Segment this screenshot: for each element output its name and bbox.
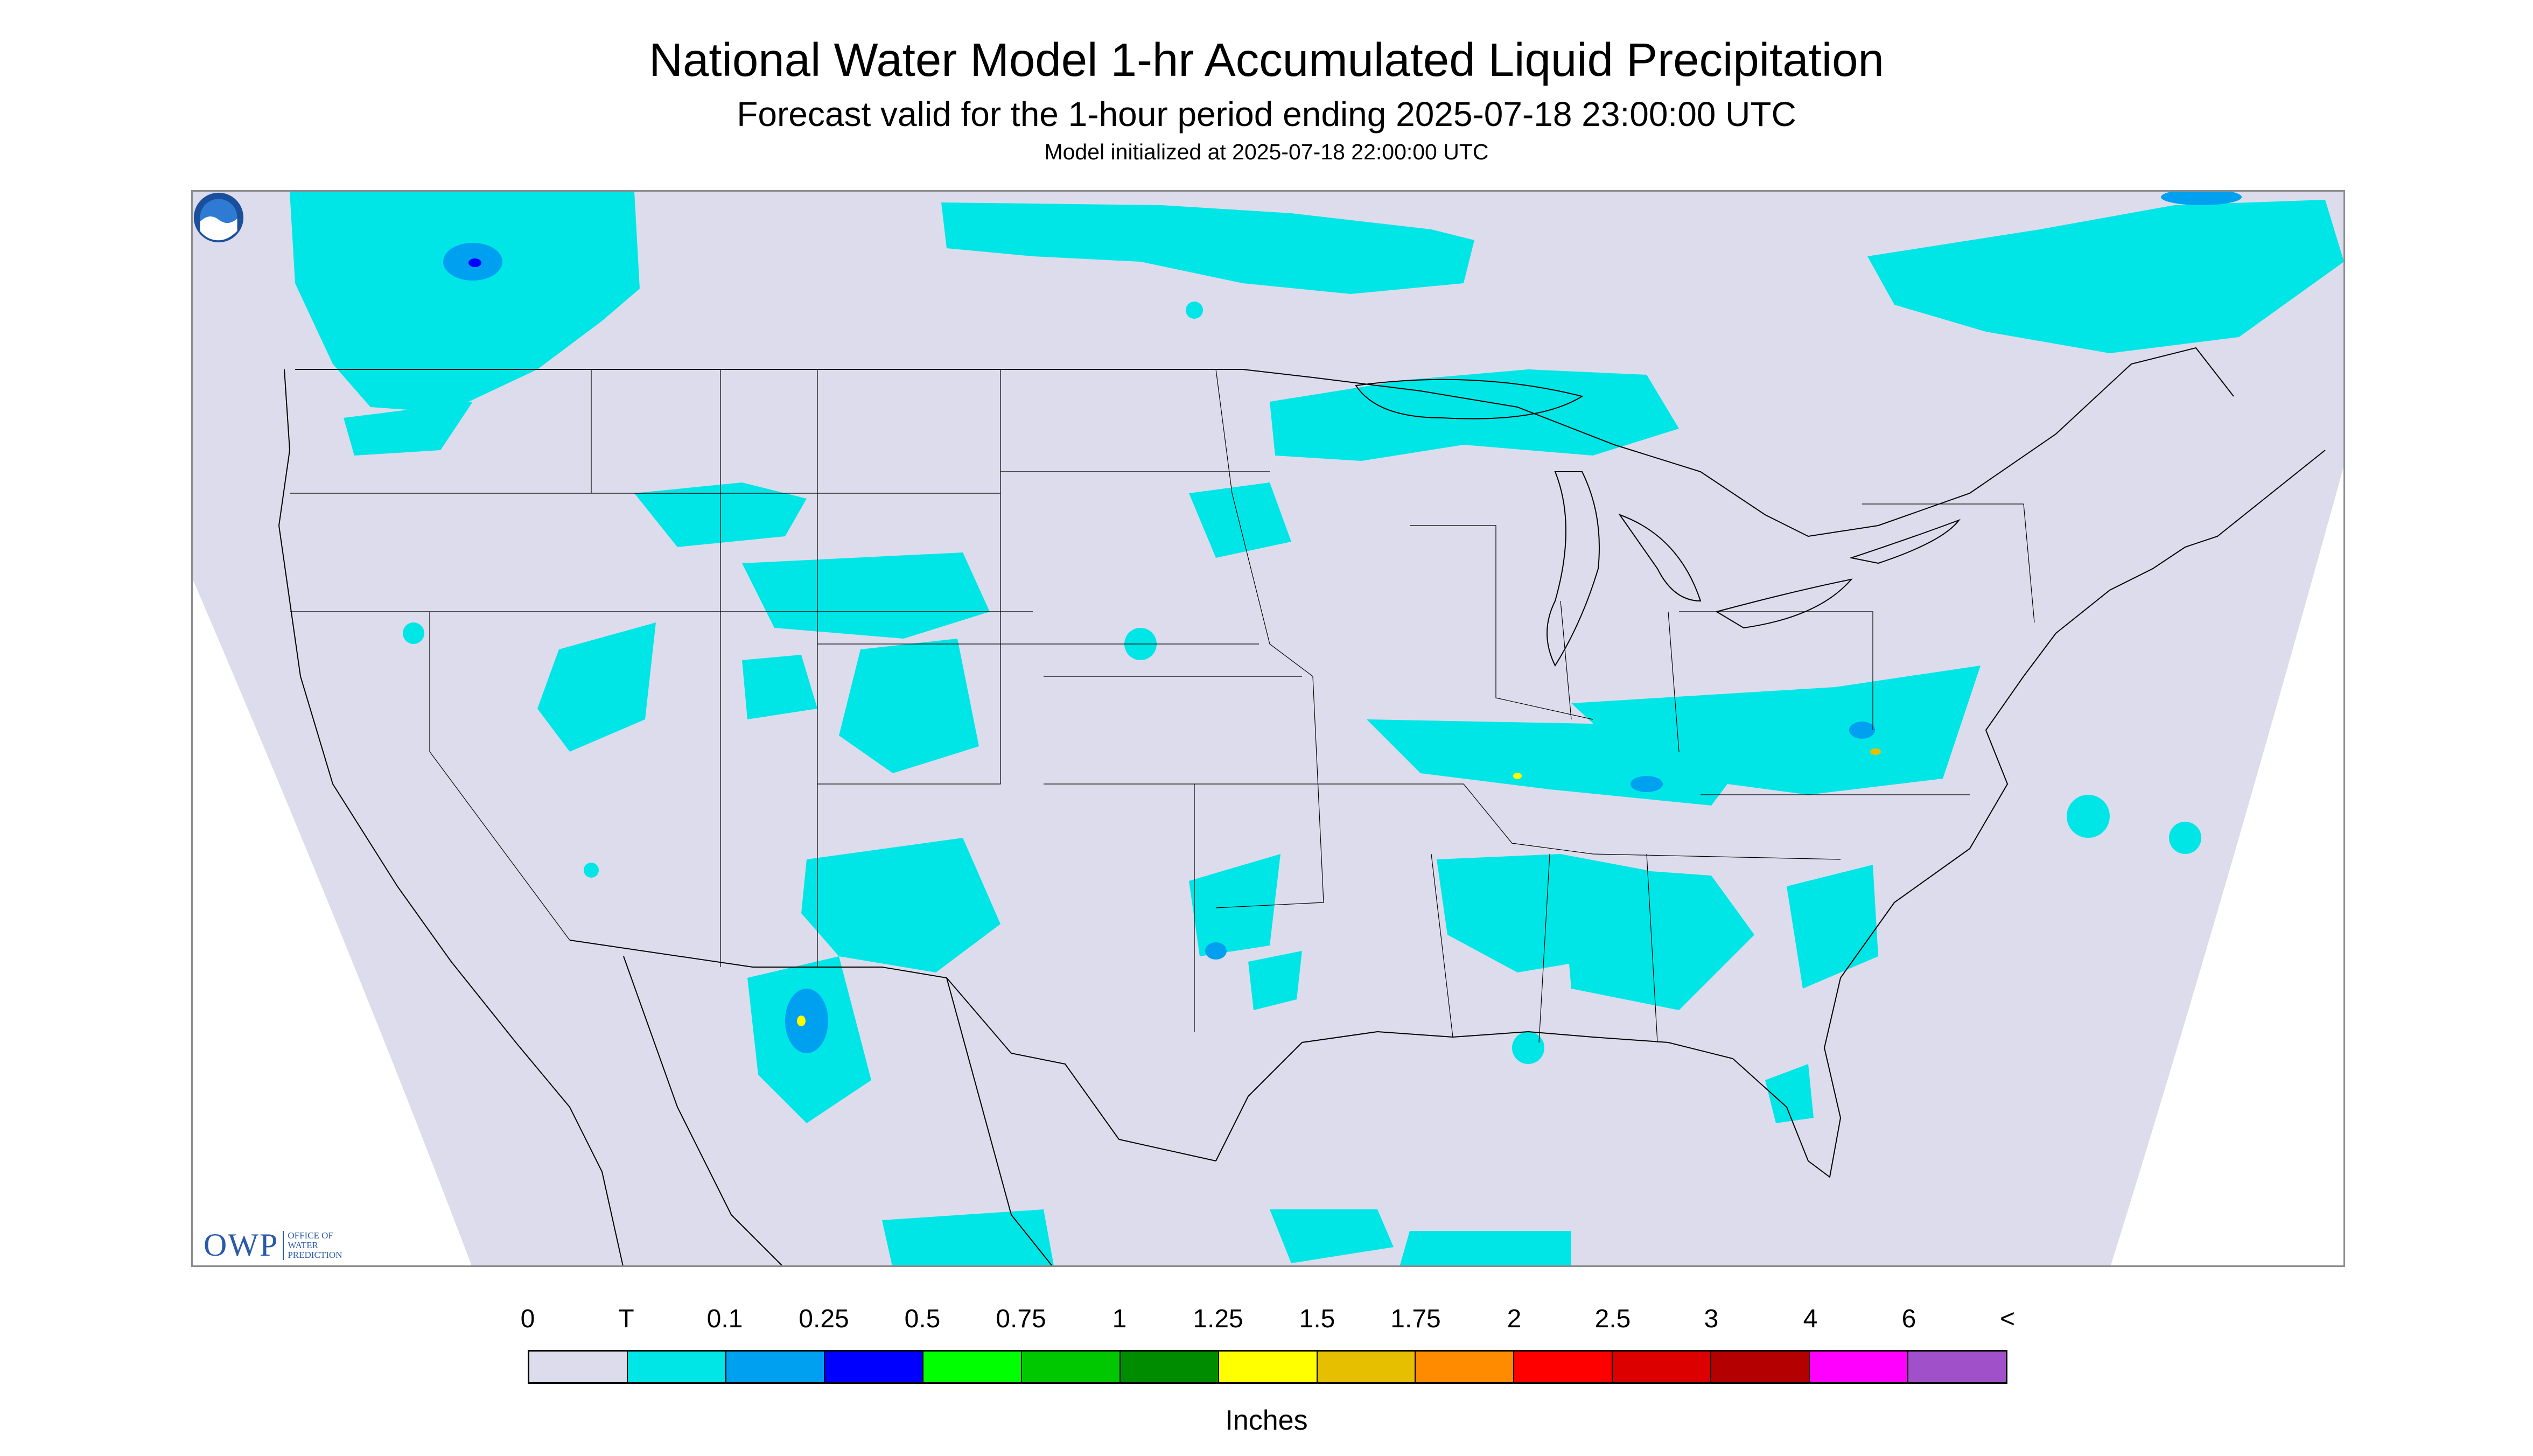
legend-labels: 0 T 0.1 0.25 0.5 0.75 1 1.25 1.5 1.75 2 … <box>0 1306 2533 1339</box>
legend-label-10: 2 <box>1507 1305 1522 1333</box>
legend-label-0: 0 <box>520 1305 535 1333</box>
state-lines <box>290 369 2035 1043</box>
legend-label-3: 0.25 <box>799 1305 849 1333</box>
legend-swatch-3 <box>824 1352 923 1382</box>
legend-swatch-10 <box>1514 1352 1613 1382</box>
legend-colorbar <box>528 1350 2007 1384</box>
map-title: National Water Model 1-hr Accumulated Li… <box>649 34 1884 86</box>
legend-label-6: 1 <box>1112 1305 1127 1333</box>
legend-swatch-5 <box>1021 1352 1121 1382</box>
owp-logo-subtext: OFFICE OF WATER PREDICTION <box>283 1230 342 1260</box>
model-init-time: Model initialized at 2025-07-18 22:00:00… <box>1044 139 1489 164</box>
legend-label-12: 3 <box>1704 1305 1719 1333</box>
legend-label-7: 1.25 <box>1193 1305 1243 1333</box>
precipitation-cores <box>443 192 2242 1053</box>
intense-cells <box>468 258 1881 1026</box>
map-subtitle: Forecast valid for the 1-hour period end… <box>737 95 1796 134</box>
legend-swatch-7 <box>1219 1352 1318 1382</box>
boundaries <box>278 347 2326 1265</box>
owp-logo-text: OWP <box>204 1227 279 1263</box>
legend-swatch-4 <box>923 1352 1022 1382</box>
model-domain <box>193 192 2343 1265</box>
owp-logo: OWP OFFICE OF WATER PREDICTION <box>204 1227 342 1264</box>
legend-swatch-1 <box>627 1352 726 1382</box>
legend-units: Inches <box>1225 1405 1308 1436</box>
legend-label-8: 1.5 <box>1299 1305 1335 1333</box>
legend-label-13: 4 <box>1803 1305 1818 1333</box>
noaa-logo <box>193 192 244 243</box>
precipitation-map: OWP OFFICE OF WATER PREDICTION <box>191 190 2345 1267</box>
legend-label-15: < <box>1999 1305 2016 1333</box>
legend-label-14: 6 <box>1901 1305 1916 1333</box>
map-canvas <box>193 192 2343 1265</box>
legend-label-1: T <box>618 1305 634 1333</box>
legend-label-4: 0.5 <box>904 1305 941 1333</box>
legend-swatch-11 <box>1613 1352 1712 1382</box>
legend-swatch-14 <box>1908 1352 2006 1382</box>
legend-label-5: 0.75 <box>996 1305 1046 1333</box>
legend-label-2: 0.1 <box>706 1305 743 1333</box>
legend-swatch-12 <box>1711 1352 1810 1382</box>
legend-swatch-9 <box>1416 1352 1515 1382</box>
legend-swatch-8 <box>1317 1352 1416 1382</box>
legend-swatch-6 <box>1120 1352 1219 1382</box>
legend-label-11: 2.5 <box>1594 1305 1631 1333</box>
legend-swatch-2 <box>726 1352 825 1382</box>
legend-swatch-13 <box>1810 1352 1909 1382</box>
legend-swatch-0 <box>529 1352 628 1382</box>
legend-label-9: 1.75 <box>1390 1305 1441 1333</box>
precipitation-areas <box>290 192 2343 1265</box>
